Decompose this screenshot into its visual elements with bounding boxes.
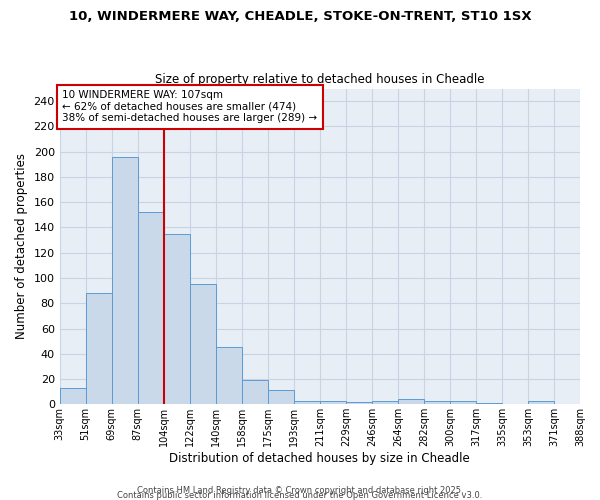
Y-axis label: Number of detached properties: Number of detached properties xyxy=(15,154,28,340)
Bar xyxy=(450,400,476,404)
Text: Contains HM Land Registry data © Crown copyright and database right 2025.: Contains HM Land Registry data © Crown c… xyxy=(137,486,463,495)
Bar xyxy=(268,390,294,404)
Bar xyxy=(59,388,86,404)
Text: 10, WINDERMERE WAY, CHEADLE, STOKE-ON-TRENT, ST10 1SX: 10, WINDERMERE WAY, CHEADLE, STOKE-ON-TR… xyxy=(68,10,532,23)
Bar xyxy=(242,380,268,404)
Bar xyxy=(294,400,320,404)
Bar xyxy=(216,348,242,405)
Bar xyxy=(372,400,398,404)
Bar xyxy=(112,157,138,404)
Bar xyxy=(190,284,216,405)
Bar xyxy=(86,293,112,405)
Bar xyxy=(346,402,372,404)
Text: Contains public sector information licensed under the Open Government Licence v3: Contains public sector information licen… xyxy=(118,490,482,500)
Bar xyxy=(138,212,164,404)
Bar xyxy=(320,400,346,404)
X-axis label: Distribution of detached houses by size in Cheadle: Distribution of detached houses by size … xyxy=(169,452,470,465)
Bar xyxy=(424,400,450,404)
Bar xyxy=(528,400,554,404)
Bar xyxy=(398,399,424,404)
Bar xyxy=(164,234,190,404)
Text: 10 WINDERMERE WAY: 107sqm
← 62% of detached houses are smaller (474)
38% of semi: 10 WINDERMERE WAY: 107sqm ← 62% of detac… xyxy=(62,90,317,124)
Bar xyxy=(476,403,502,404)
Title: Size of property relative to detached houses in Cheadle: Size of property relative to detached ho… xyxy=(155,73,485,86)
